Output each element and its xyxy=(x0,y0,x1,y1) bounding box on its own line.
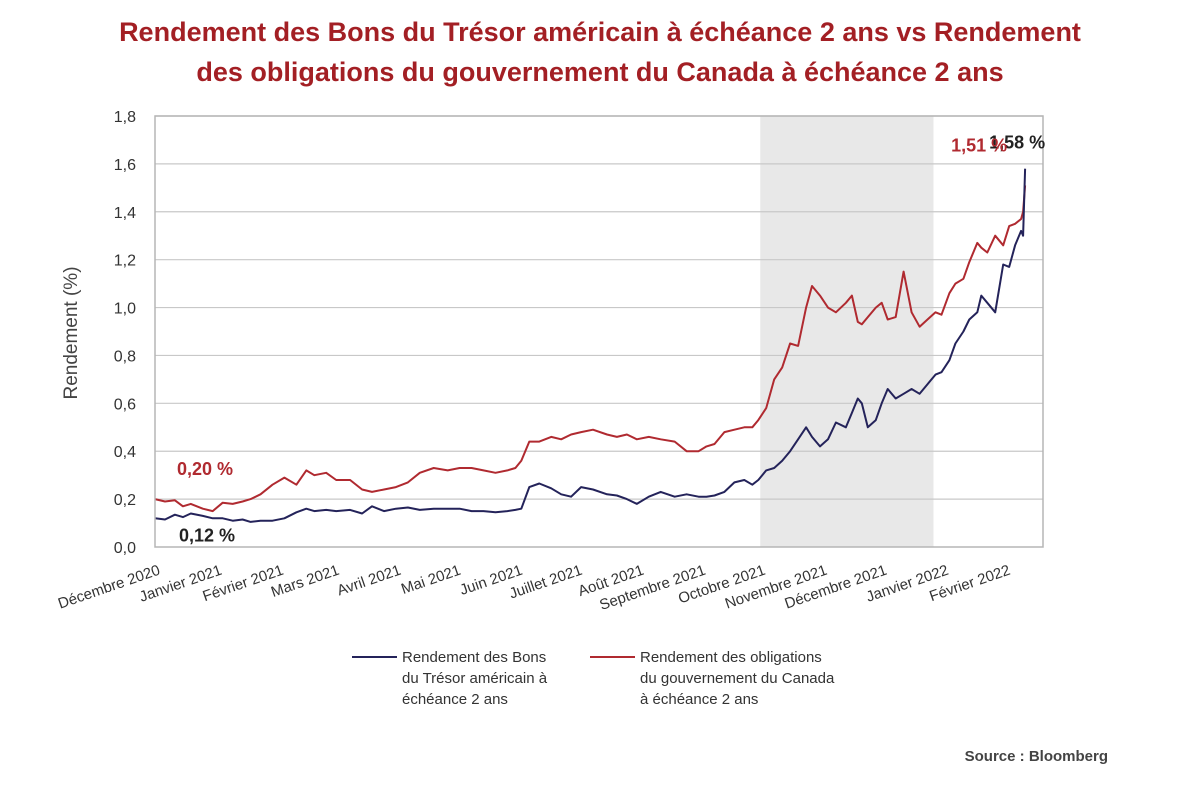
series-line-canada-2y xyxy=(154,185,1027,513)
y-tick-label: 1,6 xyxy=(114,157,136,174)
y-tick-label: 1,4 xyxy=(114,205,136,222)
annotation-label: 0,20 % xyxy=(177,459,233,479)
shaded-period-group xyxy=(760,116,934,547)
y-tick-label: 1,0 xyxy=(114,301,136,318)
y-tick-label: 0,8 xyxy=(114,348,136,365)
shaded-period xyxy=(760,116,934,547)
annotation-label: 1,58 % xyxy=(989,133,1045,153)
y-tick-label: 1,8 xyxy=(114,109,136,126)
gridlines-group xyxy=(155,115,1043,500)
chart-title-line-2: des obligations du gouvernement du Canad… xyxy=(196,57,1004,87)
chart-title: Rendement des Bons du Trésor américain à… xyxy=(0,12,1200,92)
legend-label: du Trésor américain à xyxy=(402,670,548,687)
annotations-group: 1,58 %1,51 % 0,20 % 0,12 % xyxy=(177,133,1045,546)
y-tick-labels-group: 0,0 0,2 0,4 0,6 0,8 1,0 1,2 1,4 1,6 1,8 xyxy=(114,109,136,557)
source-note: Source : Bloomberg xyxy=(964,748,1108,765)
legend-label: à échéance 2 ans xyxy=(640,691,758,708)
legend-label: Rendement des obligations xyxy=(640,649,822,666)
series-line-us-2y xyxy=(154,168,1027,523)
y-tick-label: 1,2 xyxy=(114,253,136,270)
legend-label: du gouvernement du Canada xyxy=(640,670,835,687)
y-tick-label: 0,6 xyxy=(114,396,136,413)
x-tick-label: Avril 2021 xyxy=(335,562,403,600)
legend-label: Rendement des Bons xyxy=(402,649,546,666)
plot-frame xyxy=(154,115,1044,548)
x-tick-label: Mai 2021 xyxy=(399,562,463,598)
plot-frame-group xyxy=(154,115,1044,548)
y-axis-label: Rendement (%) xyxy=(61,266,82,399)
legend-label: échéance 2 ans xyxy=(402,691,508,708)
annotation-label: 0,12 % xyxy=(179,525,235,545)
legend: Rendement des Bons du Trésor américain à é… xyxy=(352,649,835,708)
chart-title-line-1: Rendement des Bons du Trésor américain à… xyxy=(119,17,1081,47)
y-tick-label: 0,0 xyxy=(114,540,136,557)
annotation-label: 1,51 % xyxy=(951,135,1007,155)
y-tick-label: 0,4 xyxy=(114,444,136,461)
series-group xyxy=(154,168,1027,523)
y-tick-label: 0,2 xyxy=(114,492,136,509)
